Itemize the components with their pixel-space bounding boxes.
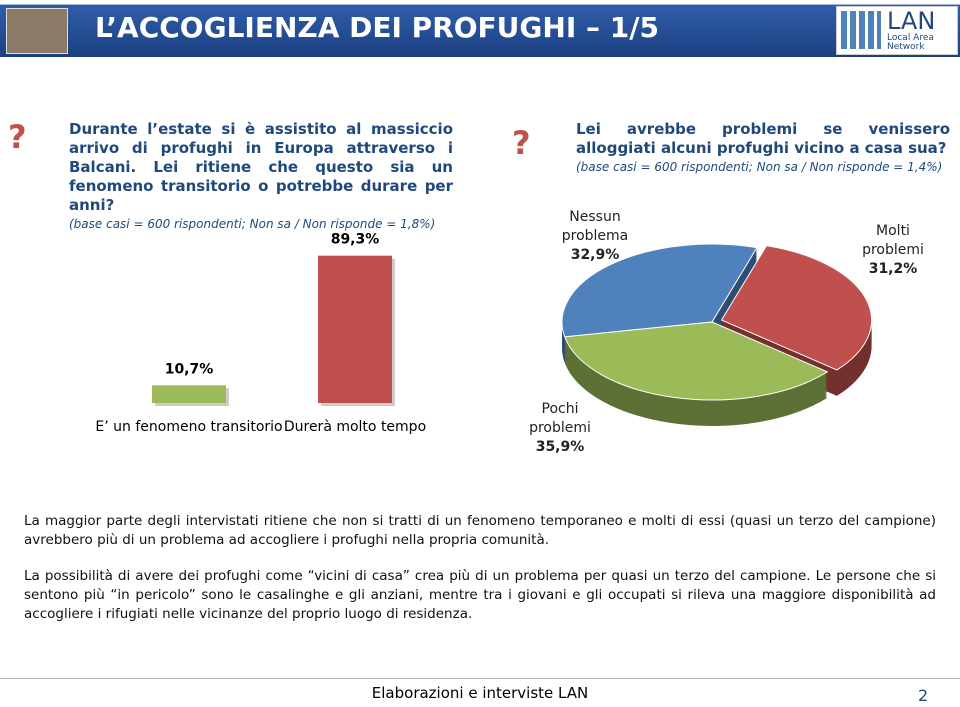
note: La maggior parte degli intervistati riti… bbox=[24, 513, 936, 548]
footer-source: Elaborazioni e interviste LAN bbox=[371, 684, 589, 702]
logo-text: LAN bbox=[887, 7, 936, 35]
question-mark: ? bbox=[8, 118, 27, 156]
question-note: (base casi = 600 rispondenti; Non sa / N… bbox=[576, 160, 943, 174]
page-number: 2 bbox=[918, 686, 929, 705]
question-mark: ? bbox=[512, 124, 531, 162]
slide-title: L’ACCOGLIENZA DEI PROFUGHI – 1/5 bbox=[95, 11, 659, 44]
question: Durante l’estate si è assistito al massi… bbox=[69, 120, 453, 231]
question-text: Durante l’estate si è assistito al massi… bbox=[69, 120, 453, 214]
value-label: 89,3% bbox=[331, 232, 380, 248]
bar bbox=[152, 385, 226, 403]
logo-icon bbox=[841, 11, 881, 49]
slice bbox=[564, 321, 829, 401]
note: La possibilità di avere dei profughi com… bbox=[24, 568, 936, 622]
slice-name: Molti problemi bbox=[862, 223, 924, 258]
bar bbox=[318, 255, 392, 403]
question-text: Lei avrebbe problemi se venissero allogg… bbox=[576, 120, 950, 157]
header-photo bbox=[6, 8, 68, 54]
slice-label: Pochi problemi 35,9% bbox=[510, 400, 610, 457]
slice-value: 31,2% bbox=[868, 261, 918, 277]
slice-value: 35,9% bbox=[535, 439, 585, 455]
slice-name: Pochi problemi bbox=[529, 401, 591, 436]
question-note: (base casi = 600 rispondenti; Non sa / N… bbox=[69, 217, 436, 231]
slice-label: Molti problemi 31,2% bbox=[843, 222, 943, 279]
question: Lei avrebbe problemi se venissero allogg… bbox=[576, 120, 950, 174]
footer-line bbox=[0, 678, 960, 679]
logo-subtitle: Local Area Network bbox=[887, 33, 934, 52]
logo: LAN Local Area Network bbox=[836, 6, 958, 55]
category-label: E’ un fenomeno transitorio bbox=[95, 419, 282, 435]
category-label: Durerà molto tempo bbox=[284, 419, 426, 435]
slice-name: Nessun problema bbox=[561, 209, 629, 244]
slice-label: Nessun problema 32,9% bbox=[545, 208, 645, 265]
header-bar bbox=[0, 4, 960, 57]
slice bbox=[561, 243, 758, 338]
slice bbox=[720, 245, 873, 371]
slice-value: 32,9% bbox=[570, 247, 620, 263]
value-label: 10,7% bbox=[165, 361, 214, 377]
